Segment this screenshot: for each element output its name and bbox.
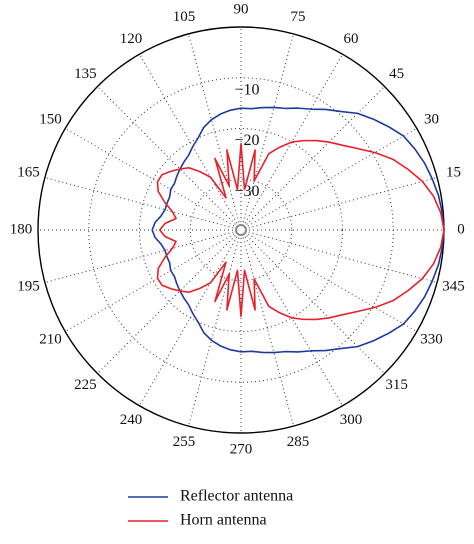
legend-label: Horn antenna xyxy=(180,512,267,529)
angle-label: 150 xyxy=(39,111,62,127)
angle-label: 315 xyxy=(385,377,408,393)
angle-label: 135 xyxy=(74,66,97,82)
radial-grid-circle xyxy=(139,128,343,332)
angular-grid-line xyxy=(240,128,418,231)
radial-tick-label: −10 xyxy=(234,81,259,98)
angular-grid-line xyxy=(187,33,242,231)
angular-grid-line xyxy=(187,229,242,427)
radial-tick-label: −20 xyxy=(234,132,259,149)
radial-tick-label: −30 xyxy=(234,183,259,200)
angle-label: 225 xyxy=(74,377,97,393)
angle-label: 60 xyxy=(344,31,359,47)
angular-grid-line xyxy=(240,176,438,231)
angular-grid-line xyxy=(240,229,438,284)
angle-label: 300 xyxy=(340,412,363,428)
angle-label: 330 xyxy=(420,331,443,347)
angle-label: 30 xyxy=(424,111,439,127)
angular-grid-line xyxy=(44,229,242,284)
angle-label: 15 xyxy=(446,164,461,180)
radial-grid-circle xyxy=(88,77,394,383)
angle-label: 0 xyxy=(457,221,465,237)
angle-label: 105 xyxy=(173,9,196,25)
series-line xyxy=(156,139,445,321)
center-marker xyxy=(235,224,247,236)
angle-label: 210 xyxy=(39,331,62,347)
angular-grid-line xyxy=(44,176,242,231)
angle-label: 75 xyxy=(290,9,305,25)
angle-label: 90 xyxy=(234,1,249,17)
series-line xyxy=(151,106,445,354)
angle-label: 345 xyxy=(442,278,465,294)
angular-grid-line xyxy=(64,229,242,332)
angle-label: 45 xyxy=(389,66,404,82)
angle-label: 240 xyxy=(120,412,143,428)
radial-grid-circle xyxy=(189,178,293,282)
angle-label: 195 xyxy=(17,278,40,294)
angle-label: 255 xyxy=(173,434,196,450)
legend-label: Reflector antenna xyxy=(180,488,293,505)
angular-grid-line xyxy=(64,128,242,231)
angular-grid-line xyxy=(240,229,418,332)
angle-label: 165 xyxy=(17,164,40,180)
angle-label: 285 xyxy=(287,434,310,450)
angle-label: 270 xyxy=(230,441,253,457)
angle-label: 180 xyxy=(10,221,33,237)
angle-label: 120 xyxy=(120,31,143,47)
